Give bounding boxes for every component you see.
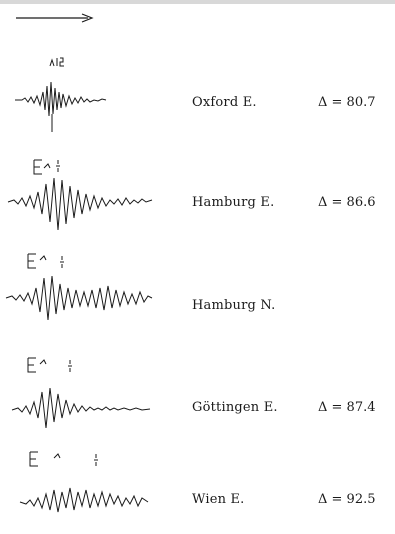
seismogram-trace-oxford-e <box>0 52 175 142</box>
station-label: Oxford E. <box>192 95 257 110</box>
phase-marks <box>28 358 72 372</box>
seismogram-trace-hamburg-n <box>0 248 175 338</box>
top-border <box>0 0 395 4</box>
waveform <box>8 178 152 230</box>
waveform <box>12 388 150 428</box>
station-label: Hamburg N. <box>192 298 276 313</box>
waveform <box>15 82 106 116</box>
distance-label: Δ = 87.4 <box>318 400 376 415</box>
distance-label: Δ = 86.6 <box>318 195 376 210</box>
distance-label: Δ = 80.7 <box>318 95 376 110</box>
seismogram-trace-wien-e <box>0 444 175 534</box>
phase-marks <box>50 58 64 66</box>
station-label: Hamburg E. <box>192 195 275 210</box>
waveform <box>20 488 148 512</box>
station-label: Göttingen E. <box>192 400 278 415</box>
direction-arrow-icon <box>14 10 98 26</box>
distance-label: Δ = 92.5 <box>318 492 376 507</box>
phase-marks <box>34 160 60 174</box>
seismogram-trace-hamburg-e <box>0 152 175 242</box>
station-label: Wien E. <box>192 492 245 507</box>
waveform <box>6 276 152 320</box>
phase-marks <box>30 452 98 466</box>
seismogram-trace-goettingen-e <box>0 350 175 440</box>
phase-marks <box>28 254 64 268</box>
